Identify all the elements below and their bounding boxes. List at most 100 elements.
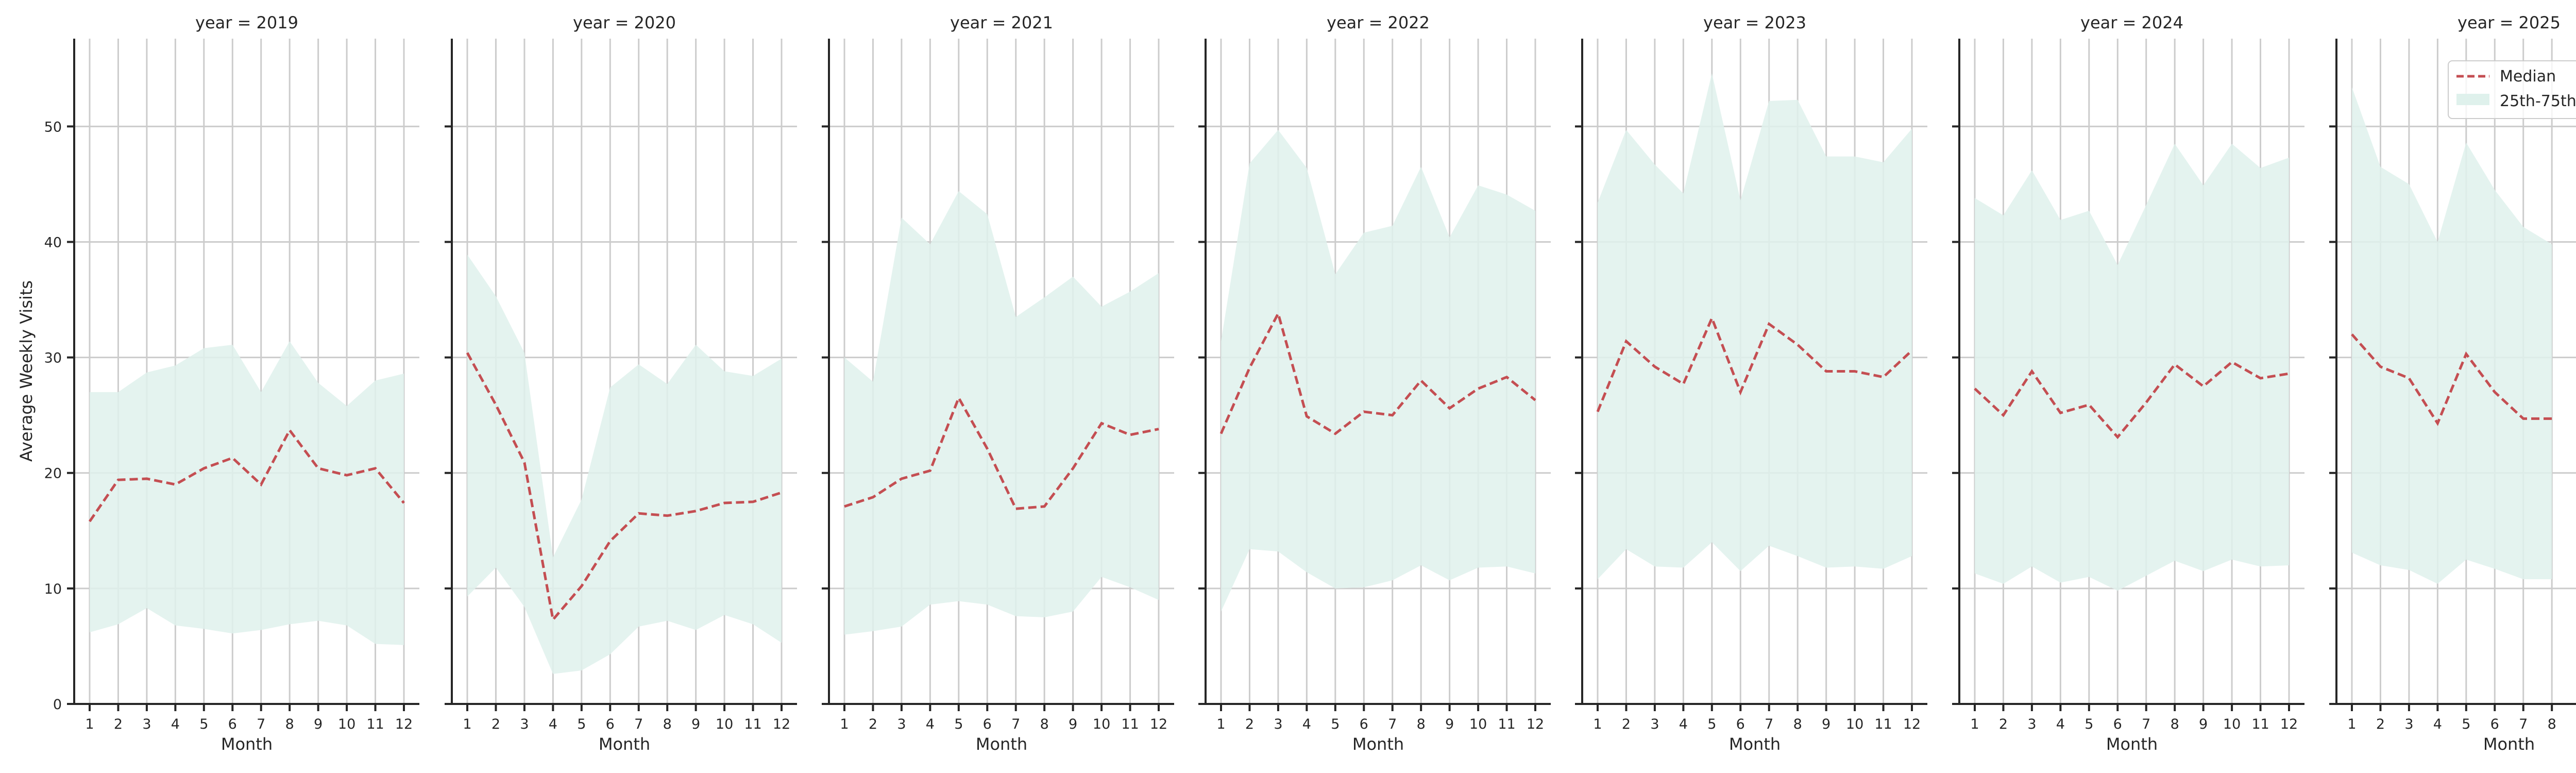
percentile-band [90, 341, 404, 645]
legend-band-label: 25th-75th Percentile [2500, 92, 2576, 110]
x-tick-label: 10 [716, 716, 733, 732]
x-tick-label: 5 [1707, 716, 1716, 732]
x-tick-label: 12 [1903, 716, 1921, 732]
x-tick-label: 9 [1445, 716, 1454, 732]
panel-title: year = 2022 [1327, 13, 1430, 32]
x-tick-label: 7 [1011, 716, 1020, 732]
x-tick-label: 7 [1388, 716, 1397, 732]
x-tick-label: 10 [1846, 716, 1863, 732]
x-tick-label: 10 [338, 716, 355, 732]
y-tick-label: 20 [44, 466, 62, 482]
median-line [844, 395, 1159, 510]
x-tick-label: 4 [549, 716, 557, 732]
x-tick-label: 4 [926, 716, 935, 732]
x-tick-label: 1 [1970, 716, 1979, 732]
y-tick-label: 40 [44, 234, 62, 250]
x-tick-label: 12 [2280, 716, 2298, 732]
y-tick-label: 50 [44, 119, 62, 135]
x-tick-label: 7 [257, 716, 265, 732]
x-tick-label: 5 [954, 716, 963, 732]
x-tick-label: 9 [2199, 716, 2208, 732]
x-tick-label: 7 [1765, 716, 1773, 732]
x-axis-label: Month [221, 734, 273, 754]
x-tick-label: 6 [1736, 716, 1745, 732]
median-line [1596, 314, 1913, 412]
x-tick-label: 2 [869, 716, 877, 732]
y-tick-label: 10 [44, 581, 62, 597]
x-tick-label: 12 [1150, 716, 1167, 732]
x-tick-label: 2 [114, 716, 123, 732]
x-tick-label: 11 [1121, 716, 1139, 732]
panel-title: year = 2023 [1703, 13, 1806, 32]
x-tick-label: 10 [1093, 716, 1110, 732]
legend-band-swatch [2456, 94, 2489, 105]
panel-title: year = 2025 [2458, 13, 2561, 32]
x-tick-label: 6 [228, 716, 237, 732]
x-tick-label: 6 [606, 716, 615, 732]
x-tick-label: 11 [1498, 716, 1515, 732]
x-axis-label: Month [976, 734, 1027, 754]
median-line [1219, 310, 1536, 435]
x-axis-label: Month [2106, 734, 2158, 754]
median-line [2351, 333, 2552, 426]
x-tick-label: 8 [1040, 716, 1049, 732]
x-tick-label: 2 [492, 716, 500, 732]
x-tick-label: 9 [314, 716, 323, 732]
x-tick-label: 11 [744, 716, 761, 732]
panel-title: year = 2021 [950, 13, 1053, 32]
x-tick-label: 12 [773, 716, 790, 732]
x-tick-label: 3 [1274, 716, 1282, 732]
x-tick-label: 4 [1302, 716, 1311, 732]
x-tick-label: 3 [2404, 716, 2413, 732]
x-tick-label: 10 [2223, 716, 2241, 732]
x-tick-label: 2 [1245, 716, 1254, 732]
x-axis-label: Month [599, 734, 650, 754]
x-tick-label: 5 [2084, 716, 2093, 732]
x-tick-label: 3 [897, 716, 906, 732]
x-tick-label: 8 [2171, 716, 2179, 732]
x-tick-label: 6 [1360, 716, 1368, 732]
median-line [466, 352, 782, 623]
x-axis-label: Month [2483, 734, 2535, 754]
x-tick-label: 4 [1679, 716, 1688, 732]
x-tick-label: 7 [2519, 716, 2528, 732]
x-tick-label: 5 [2462, 716, 2470, 732]
x-tick-label: 1 [85, 716, 94, 732]
x-tick-label: 2 [1999, 716, 2008, 732]
x-tick-label: 9 [691, 716, 700, 732]
x-tick-label: 8 [1417, 716, 1426, 732]
y-tick-label: 0 [53, 697, 62, 713]
x-tick-label: 3 [2027, 716, 2036, 732]
x-tick-label: 3 [142, 716, 151, 732]
x-tick-label: 3 [520, 716, 529, 732]
x-tick-label: 2 [2376, 716, 2385, 732]
x-tick-label: 12 [395, 716, 413, 732]
x-tick-label: 1 [2347, 716, 2356, 732]
x-tick-label: 11 [366, 716, 384, 732]
x-tick-label: 6 [983, 716, 992, 732]
y-tick-label: 30 [44, 350, 62, 366]
x-tick-label: 1 [1593, 716, 1602, 732]
x-tick-label: 4 [2056, 716, 2065, 732]
median-line [1974, 360, 2290, 440]
x-tick-label: 8 [1793, 716, 1802, 732]
x-tick-label: 7 [634, 716, 643, 732]
x-axis-label: Month [1352, 734, 1404, 754]
percentile-band [467, 255, 782, 674]
x-tick-label: 1 [463, 716, 471, 732]
x-tick-label: 6 [2490, 716, 2499, 732]
legend-median-label: Median [2500, 68, 2556, 86]
y-axis-label: Average Weekly Visits [16, 280, 36, 462]
x-tick-label: 9 [1822, 716, 1831, 732]
percentile-band [1975, 143, 2289, 591]
x-tick-label: 8 [2548, 716, 2556, 732]
median-line [88, 428, 405, 523]
